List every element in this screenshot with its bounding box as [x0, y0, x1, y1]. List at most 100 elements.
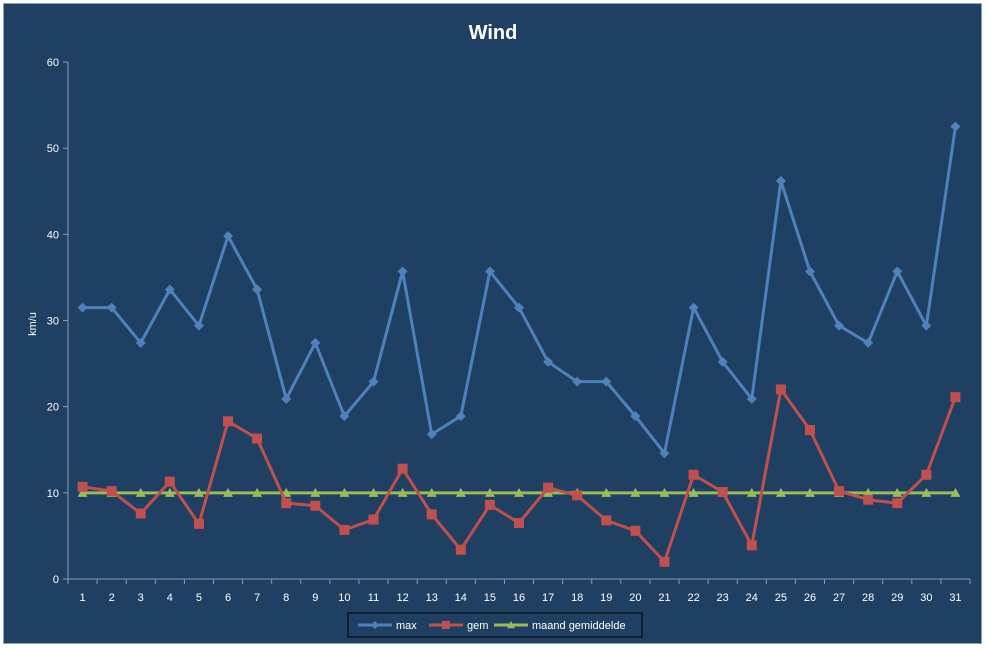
data-point-maand-gemiddelde — [368, 487, 379, 497]
series-layer — [77, 121, 961, 567]
data-point-maand-gemiddelde — [135, 487, 146, 497]
data-point-maand-gemiddelde — [193, 487, 204, 497]
data-point-max — [77, 302, 88, 313]
y-tick-label: 60 — [47, 57, 59, 69]
data-point-max — [484, 266, 495, 277]
legend-label-max: max — [396, 620, 417, 632]
x-tick-label: 30 — [920, 592, 932, 604]
x-tick-label: 5 — [196, 592, 202, 604]
data-point-gem — [252, 433, 263, 444]
x-tick-label: 3 — [138, 592, 144, 604]
series-line-gem — [82, 387, 957, 564]
data-point-max — [281, 393, 292, 404]
data-point-max — [426, 429, 437, 440]
data-point-maand-gemiddelde — [950, 487, 961, 497]
data-point-max — [514, 302, 524, 313]
data-point-gem — [950, 392, 961, 403]
x-tick-label: 20 — [629, 592, 641, 604]
data-point-gem — [572, 490, 583, 501]
legend-marker-maand-gemiddelde — [507, 621, 515, 629]
x-tick-label: 1 — [79, 592, 85, 604]
data-point-gem — [339, 524, 350, 535]
data-point-gem — [310, 500, 321, 511]
x-tick-label: 18 — [571, 592, 583, 604]
x-tick-label: 16 — [513, 592, 525, 604]
data-point-max — [601, 376, 612, 387]
x-tick-label: 31 — [949, 592, 961, 604]
data-point-maand-gemiddelde — [310, 487, 321, 497]
data-point-maand-gemiddelde — [426, 487, 437, 497]
data-point-gem — [368, 514, 379, 525]
y-axis-label: km/u — [27, 312, 39, 336]
data-point-max — [164, 284, 175, 295]
data-point-max — [252, 284, 263, 295]
chart-title: Wind — [469, 22, 518, 44]
data-point-gem — [659, 556, 670, 567]
data-point-gem — [834, 486, 845, 497]
x-tick-label: 15 — [484, 592, 496, 604]
data-point-max — [834, 320, 845, 331]
data-point-max — [775, 175, 786, 186]
y-tick-label: 50 — [47, 143, 59, 155]
data-point-max — [193, 320, 204, 331]
data-point-maand-gemiddelde — [223, 487, 234, 497]
x-tick-label: 17 — [542, 592, 554, 604]
x-tick-label: 28 — [862, 592, 874, 604]
data-point-maand-gemiddelde — [339, 487, 350, 497]
data-point-max — [950, 121, 961, 132]
data-point-maand-gemiddelde — [514, 487, 524, 497]
y-tick-label: 20 — [47, 402, 59, 414]
data-point-gem — [106, 486, 117, 497]
data-point-maand-gemiddelde — [863, 487, 874, 497]
data-point-maand-gemiddelde — [804, 487, 815, 497]
x-tick-label: 21 — [658, 592, 670, 604]
data-point-maand-gemiddelde — [688, 487, 699, 497]
data-point-gem — [164, 476, 175, 487]
data-point-gem — [775, 384, 786, 395]
data-point-maand-gemiddelde — [775, 487, 786, 497]
x-tick-label: 22 — [687, 592, 699, 604]
legend-label-gem: gem — [467, 620, 488, 632]
data-point-gem — [281, 498, 292, 509]
data-point-gem — [514, 517, 524, 528]
data-point-maand-gemiddelde — [746, 487, 757, 497]
series-line-max — [82, 126, 957, 455]
data-point-max — [804, 266, 815, 277]
data-point-max — [572, 376, 583, 387]
x-tick-label: 4 — [167, 592, 173, 604]
chart-area: Wind km/u 0 10 20 30 40 50 60 1 2 3 4 5 6 7 8 9 10 11 12 13… — [3, 3, 982, 644]
data-point-gem — [717, 486, 728, 497]
y-tick-label: 0 — [53, 574, 59, 586]
x-tick-label: 13 — [426, 592, 438, 604]
data-point-gem — [892, 498, 903, 509]
data-point-gem — [484, 499, 495, 510]
data-point-max — [659, 448, 670, 459]
data-point-gem — [455, 544, 466, 555]
data-point-gem — [746, 540, 757, 551]
y-tick-label: 10 — [47, 488, 59, 500]
x-tick-label: 19 — [600, 592, 612, 604]
data-point-max — [135, 337, 146, 348]
x-tick-label: 6 — [225, 592, 231, 604]
data-point-maand-gemiddelde — [484, 487, 495, 497]
data-point-max — [863, 337, 874, 348]
series-max — [77, 121, 961, 459]
data-point-gem — [601, 515, 612, 526]
x-tick-label: 29 — [891, 592, 903, 604]
data-point-maand-gemiddelde — [397, 487, 408, 497]
x-tick-label: 8 — [283, 592, 289, 604]
data-point-gem — [921, 469, 932, 480]
data-point-max — [310, 337, 321, 348]
data-point-max — [368, 376, 379, 387]
data-point-gem — [426, 509, 437, 520]
x-tick-label: 26 — [804, 592, 816, 604]
data-point-max — [746, 393, 757, 404]
x-tick-label: 23 — [717, 592, 729, 604]
data-point-max — [688, 302, 699, 313]
data-point-max — [543, 356, 554, 367]
x-tick-label: 7 — [254, 592, 260, 604]
data-point-max — [892, 266, 903, 277]
x-tick-label: 10 — [338, 592, 350, 604]
data-point-gem — [135, 508, 146, 519]
